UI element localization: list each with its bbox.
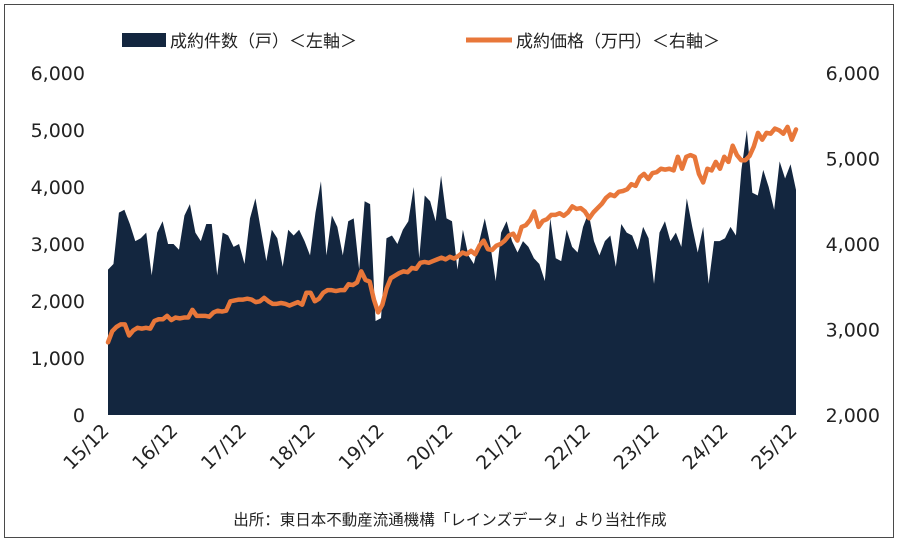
right-axis-tick: 6,000 bbox=[826, 63, 880, 85]
x-axis-tick: 23/12 bbox=[610, 420, 664, 474]
legend: 成約件数（戸）＜左軸＞ 成約価格（万円）＜右軸＞ bbox=[122, 32, 720, 52]
x-axis-tick: 24/12 bbox=[678, 420, 732, 474]
right-axis-tick: 4,000 bbox=[826, 234, 880, 256]
x-axis-tick: 18/12 bbox=[266, 420, 320, 474]
legend-label-price: 成約価格（万円）＜右軸＞ bbox=[516, 32, 720, 52]
x-axis-tick: 22/12 bbox=[541, 420, 595, 474]
x-axis-tick: 19/12 bbox=[334, 420, 388, 474]
right-axis-tick: 5,000 bbox=[826, 149, 880, 171]
source-note: 出所：東日本不動産流通機構「レインズデータ」より当社作成 bbox=[233, 510, 666, 529]
left-axis-tick: 5,000 bbox=[31, 120, 85, 142]
left-axis-tick: 3,000 bbox=[31, 234, 85, 256]
legend-label-transactions: 成約件数（戸）＜左軸＞ bbox=[170, 32, 357, 52]
left-axis-tick: 6,000 bbox=[31, 63, 85, 85]
left-axis-tick: 4,000 bbox=[31, 177, 85, 199]
x-axis-tick: 20/12 bbox=[403, 420, 457, 474]
x-axis-tick: 25/12 bbox=[747, 420, 801, 474]
left-axis-tick: 0 bbox=[73, 405, 85, 427]
right-axis-tick: 2,000 bbox=[826, 405, 880, 427]
series-line-price bbox=[105, 124, 799, 345]
x-axis-tick: 15/12 bbox=[59, 420, 113, 474]
left-axis-tick: 1,000 bbox=[31, 348, 85, 370]
x-axis-tick: 21/12 bbox=[472, 420, 526, 474]
x-axis-tick: 16/12 bbox=[128, 420, 182, 474]
x-axis-tick: 17/12 bbox=[197, 420, 251, 474]
left-axis-tick: 2,000 bbox=[31, 291, 85, 313]
legend-swatch-transactions bbox=[122, 33, 166, 47]
series-area-transactions bbox=[108, 130, 796, 415]
right-axis-tick: 3,000 bbox=[826, 320, 880, 342]
